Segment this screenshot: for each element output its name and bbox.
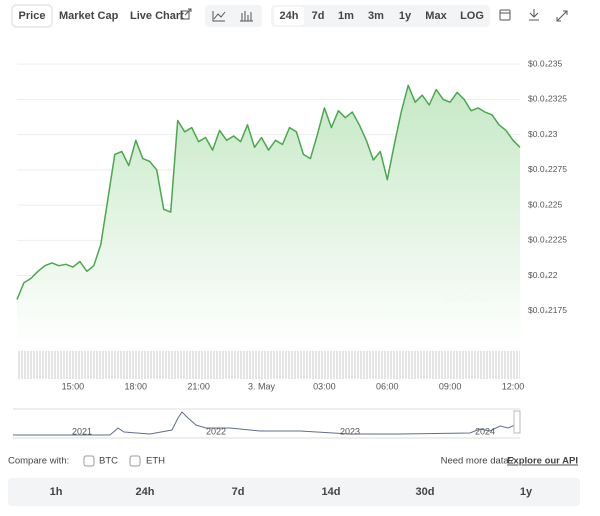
navigator-line bbox=[13, 411, 521, 436]
range-button[interactable]: 7d bbox=[312, 10, 325, 22]
expand-icon[interactable] bbox=[556, 10, 568, 22]
y-tick-label: $0.0₄235 bbox=[528, 58, 562, 68]
range-selected[interactable] bbox=[274, 7, 304, 25]
range-button[interactable]: Max bbox=[425, 10, 447, 22]
range-bar bbox=[8, 478, 580, 506]
area bbox=[17, 85, 520, 347]
line-icon[interactable] bbox=[212, 11, 226, 22]
navigator-year: 2021 bbox=[72, 426, 92, 436]
y-tick-label: $0.0₄2275 bbox=[528, 164, 567, 174]
x-tick-label: 12:00 bbox=[502, 381, 525, 391]
range-group bbox=[271, 5, 490, 27]
y-tick-label: $0.0₄22 bbox=[528, 270, 558, 280]
external-icon bbox=[180, 8, 192, 20]
calendar-icon[interactable] bbox=[499, 9, 511, 21]
range-button[interactable]: 1y bbox=[520, 486, 533, 498]
tab-selected[interactable] bbox=[11, 4, 53, 28]
x-tick-label: 03:00 bbox=[313, 381, 336, 391]
range-button[interactable]: 1y bbox=[399, 10, 412, 22]
checkbox[interactable] bbox=[129, 455, 141, 467]
compare-option[interactable]: BTC bbox=[99, 456, 118, 467]
y-tick-label: $0.0₄225 bbox=[528, 199, 562, 209]
range-button[interactable]: 30d bbox=[416, 486, 435, 498]
range-button[interactable]: 24h bbox=[280, 10, 299, 22]
range-button[interactable]: 1h bbox=[50, 486, 63, 498]
api-prompt: Need more data? bbox=[441, 456, 514, 467]
y-tick-label: $0.0₄2325 bbox=[528, 94, 567, 104]
tab[interactable]: Live Chart bbox=[130, 10, 184, 22]
x-tick-label: 15:00 bbox=[62, 381, 85, 391]
y-tick-label: $0.0₄2175 bbox=[528, 305, 567, 315]
candle-icon[interactable] bbox=[240, 11, 253, 22]
plot-area: $0.0₄235 $0.0₄2325 $0.0₄23 $0.0₄2275 $0.0₄22… bbox=[16, 58, 567, 347]
x-tick-label: 09:00 bbox=[439, 381, 462, 391]
x-tick-label: 06:00 bbox=[376, 381, 399, 391]
download-icon[interactable] bbox=[529, 9, 539, 21]
navigator-year: 2024 bbox=[475, 426, 495, 436]
navigator-year: 2023 bbox=[340, 426, 360, 436]
volume-strip bbox=[17, 351, 520, 379]
range-button[interactable]: 1m bbox=[338, 10, 354, 22]
api-link[interactable]: Explore our API bbox=[507, 456, 578, 467]
x-tick-label: 18:00 bbox=[124, 381, 147, 391]
tab[interactable]: Market Cap bbox=[59, 10, 119, 22]
range-button[interactable]: LOG bbox=[460, 10, 484, 22]
price-line bbox=[16, 84, 521, 300]
y-tick-label: $0.0₄2225 bbox=[528, 235, 567, 245]
navigator-year: 2022 bbox=[206, 426, 226, 436]
y-tick-label: $0.0₄23 bbox=[528, 129, 558, 139]
checkbox[interactable] bbox=[83, 455, 95, 467]
range-button[interactable]: 14d bbox=[322, 486, 341, 498]
navigator-handle[interactable] bbox=[513, 410, 521, 434]
x-tick-label: 21:00 bbox=[187, 381, 210, 391]
range-button[interactable]: 7d bbox=[232, 486, 245, 498]
tab[interactable]: Price bbox=[19, 10, 46, 22]
compare-option[interactable]: ETH bbox=[146, 456, 165, 467]
compare-label: Compare with: bbox=[8, 456, 69, 467]
x-tick-label: 3. May bbox=[248, 381, 276, 391]
range-button[interactable]: 24h bbox=[136, 486, 155, 498]
range-button[interactable]: 3m bbox=[368, 10, 384, 22]
chart-type-group bbox=[205, 5, 262, 27]
